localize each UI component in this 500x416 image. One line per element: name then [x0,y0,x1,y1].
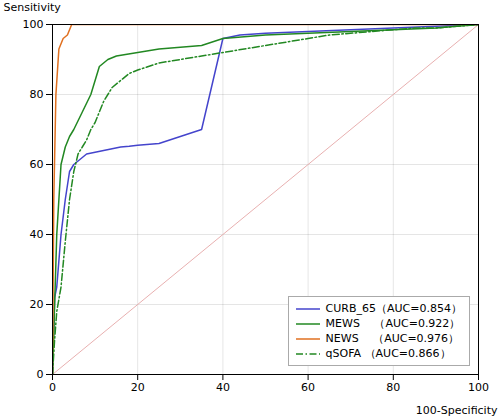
svg-text:80: 80 [386,381,400,394]
svg-text:80: 80 [30,88,44,101]
svg-text:20: 20 [30,298,44,311]
html-text:MEWS （AUC=0.922）: MEWS （AUC=0.922） [325,317,461,330]
svg-text:60: 60 [301,381,315,394]
svg-text:20: 20 [131,381,145,394]
svg-text:0: 0 [37,368,44,381]
html-text:qSOFA （AUC=0.866）: qSOFA （AUC=0.866） [325,347,451,360]
html-text:NEWS （AUC=0.976）: NEWS （AUC=0.976） [325,332,460,345]
svg-text:100: 100 [23,18,44,31]
svg-text:40: 40 [216,381,230,394]
svg-text:100-Specificity: 100-Specificity [416,404,498,416]
svg-text:100: 100 [468,381,489,394]
html-text:CURB_65（AUC=0.854）: CURB_65（AUC=0.854） [325,302,462,315]
svg-text:60: 60 [30,158,44,171]
svg-text:0: 0 [49,381,56,394]
svg-text:Sensitivity: Sensitivity [4,1,62,14]
svg-text:40: 40 [30,228,44,241]
